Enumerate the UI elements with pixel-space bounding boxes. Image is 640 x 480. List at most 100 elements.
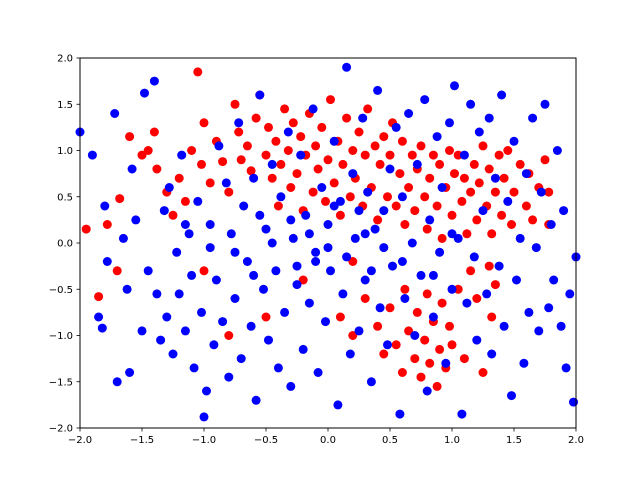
data-point [174, 289, 184, 299]
data-point [447, 284, 457, 294]
data-point [379, 206, 389, 216]
data-point [205, 220, 215, 229]
data-point [329, 178, 339, 188]
data-point [224, 372, 234, 382]
data-point [304, 229, 314, 239]
x-tick-label: 1.5 [506, 435, 522, 446]
data-point [459, 354, 469, 364]
data-point [326, 266, 335, 276]
data-point [425, 215, 435, 225]
data-point [466, 266, 476, 276]
data-point [249, 270, 259, 280]
data-point [385, 303, 395, 313]
data-point [515, 233, 525, 243]
data-point [102, 220, 112, 229]
data-point [112, 266, 122, 276]
y-tick-label: 0.5 [57, 192, 73, 203]
data-point [407, 150, 417, 160]
data-point [546, 220, 556, 229]
data-point [363, 187, 373, 197]
data-point [280, 307, 290, 317]
data-point [556, 321, 566, 331]
data-point [385, 164, 395, 174]
data-point [296, 150, 306, 160]
data-point [199, 266, 209, 276]
data-point [478, 206, 488, 216]
data-point [94, 312, 104, 322]
data-point [152, 289, 162, 299]
data-point [397, 368, 407, 377]
data-point [478, 368, 488, 377]
data-point [515, 159, 525, 169]
data-point [484, 164, 494, 174]
data-point [156, 335, 166, 345]
data-point [383, 192, 392, 202]
data-point [540, 99, 550, 109]
data-point [459, 150, 469, 160]
data-point [499, 321, 509, 331]
data-point [321, 196, 330, 206]
data-point [435, 247, 445, 257]
data-point [490, 187, 500, 197]
data-point [131, 215, 141, 225]
data-point [205, 243, 215, 253]
data-point [437, 183, 447, 192]
data-point [521, 169, 531, 179]
data-point [140, 88, 149, 98]
data-point [544, 187, 554, 197]
data-point [420, 95, 430, 105]
data-point [122, 284, 132, 294]
data-point [164, 183, 174, 192]
data-point [360, 275, 370, 285]
data-point [209, 340, 219, 350]
data-point [383, 340, 392, 350]
data-point [404, 109, 414, 118]
data-point [422, 289, 432, 299]
x-tick-label: 2.0 [568, 435, 584, 446]
data-point [267, 159, 277, 169]
data-point [395, 169, 405, 179]
data-point [321, 317, 330, 327]
data-point [246, 166, 256, 176]
data-point [354, 326, 364, 336]
data-point [544, 303, 554, 313]
data-point [420, 192, 430, 202]
data-point [447, 210, 457, 220]
data-point [313, 368, 323, 377]
data-point [261, 224, 271, 234]
data-point [397, 136, 407, 146]
data-point [180, 220, 190, 229]
data-point [375, 159, 385, 169]
data-point [271, 266, 281, 276]
data-point [457, 409, 467, 419]
y-tick-label: −2.0 [49, 424, 73, 435]
data-point [391, 201, 401, 211]
data-point [214, 141, 224, 151]
data-point [271, 136, 281, 146]
data-point [494, 261, 504, 271]
data-point [385, 150, 395, 160]
data-point [435, 344, 445, 354]
data-point [490, 173, 500, 183]
data-point [484, 261, 494, 271]
data-point [391, 122, 401, 132]
data-point [87, 150, 97, 160]
points-layer [75, 62, 581, 422]
data-point [159, 206, 169, 216]
data-point [298, 344, 308, 354]
data-point [400, 294, 410, 303]
data-point [459, 173, 469, 183]
data-point [137, 326, 147, 336]
data-point [375, 303, 385, 313]
data-point [549, 275, 559, 285]
y-tick-label: 0.0 [57, 239, 73, 250]
data-point [565, 289, 575, 299]
data-point [412, 159, 422, 169]
data-point [283, 127, 293, 137]
data-point [466, 99, 476, 109]
data-point [236, 155, 246, 165]
data-point [432, 132, 442, 142]
data-point [462, 298, 472, 308]
data-point [338, 289, 348, 299]
